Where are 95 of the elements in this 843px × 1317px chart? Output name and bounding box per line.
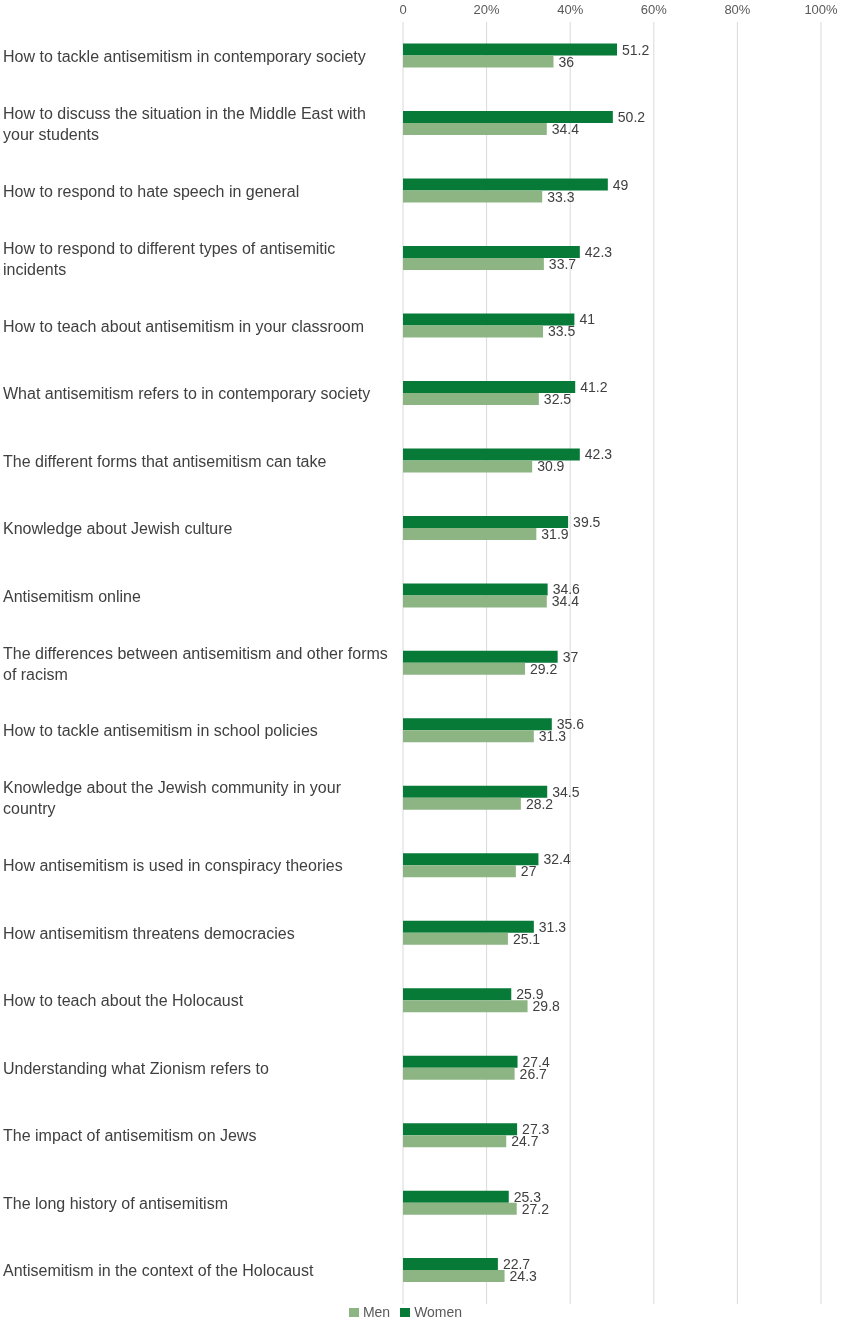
bar — [403, 853, 539, 866]
bar — [403, 583, 548, 596]
y-tick-label: How to respond to different types of antisemitic incidents — [3, 239, 336, 278]
y-tick-label: The impact of antisemitism on Jews — [3, 1126, 257, 1144]
y-tick-label: Antisemitism in the context of the Holocaust — [3, 1261, 314, 1279]
y-tick-label: What antisemitism refers to in contemporary society — [3, 384, 371, 402]
y-tick-label: The long history of antisemitism — [3, 1194, 228, 1212]
data-label: 41 — [579, 311, 596, 328]
x-tick-label: 40% — [557, 2, 584, 17]
bar — [403, 595, 547, 608]
x-tick-label: 0 — [399, 2, 407, 17]
data-label: 37 — [562, 648, 579, 665]
bar — [403, 448, 580, 461]
x-tick-label: 60% — [640, 2, 668, 17]
x-tick-label: 80% — [724, 2, 751, 17]
y-tick-label: How to respond to hate speech in general — [3, 182, 300, 200]
y-tick-label: Knowledge about the Jewish community in your country — [3, 778, 342, 817]
y-tick-label: The different forms that antisemitism can take — [3, 452, 327, 470]
legend-label: Men — [362, 1304, 391, 1317]
data-label: 50.2 — [617, 109, 646, 126]
y-tick-label: How to teach about antisemitism in your classroom — [3, 317, 365, 335]
data-label: 33.3 — [547, 188, 575, 205]
y-tick-label: How antisemitism threatens democracies — [3, 924, 295, 942]
y-tick-label: How to discuss the situation in the Middle East with your students — [3, 104, 366, 143]
bar — [403, 313, 575, 326]
data-label: 41.2 — [580, 378, 608, 395]
y-tick-label: Understanding what Zionism refers to — [3, 1059, 269, 1077]
data-label: 30.9 — [537, 458, 565, 475]
data-label: 34.4 — [551, 593, 580, 610]
bar — [403, 1258, 498, 1271]
bar — [403, 258, 544, 271]
data-label: 32.5 — [543, 390, 572, 407]
bar — [403, 380, 576, 393]
bar — [403, 392, 539, 405]
bar — [403, 111, 613, 124]
y-tick-label: Knowledge about Jewish culture — [3, 519, 233, 537]
data-label: 27 — [520, 863, 537, 880]
bar — [403, 55, 554, 68]
bar — [403, 1055, 518, 1068]
bar — [403, 1123, 518, 1136]
bar — [403, 527, 537, 540]
x-tick-label: 20% — [473, 2, 501, 17]
data-label: 31.3 — [538, 918, 567, 935]
bar — [403, 1190, 509, 1203]
bar — [403, 1270, 505, 1283]
data-label: 31.3 — [538, 728, 567, 745]
bar — [403, 43, 618, 56]
y-tick-label: How to tackle antisemitism in school policies — [3, 721, 318, 739]
data-label: 31.9 — [541, 525, 569, 542]
data-label: 29.2 — [530, 660, 558, 677]
bar — [403, 246, 580, 259]
data-label: 39.5 — [573, 513, 601, 530]
bar — [403, 865, 516, 878]
data-label: 25.3 — [513, 1188, 542, 1205]
bar — [403, 460, 533, 473]
data-label: 33.5 — [548, 323, 576, 340]
bar — [403, 988, 512, 1001]
bar — [403, 1067, 515, 1080]
data-label: 28.2 — [525, 795, 554, 812]
bar — [403, 1135, 507, 1148]
bar — [403, 785, 548, 798]
y-tick-label: How to teach about the Holocaust — [3, 991, 244, 1009]
bar — [403, 178, 608, 191]
bar — [403, 718, 552, 731]
data-label: 24.7 — [511, 1133, 539, 1150]
data-label: 42.3 — [584, 243, 613, 260]
data-label: 36 — [558, 53, 575, 70]
bar — [403, 190, 543, 203]
data-label: 42.3 — [584, 446, 613, 463]
y-tick-label: Antisemitism online — [3, 587, 141, 605]
bar — [403, 730, 534, 743]
y-tick-label: How antisemitism is used in conspiracy theories — [3, 856, 343, 874]
bar — [403, 932, 508, 945]
data-label: 24.3 — [509, 1268, 538, 1285]
data-label: 34.4 — [551, 121, 580, 138]
data-label: 32.4 — [543, 851, 571, 868]
data-label: 51.2 — [622, 41, 650, 58]
bar — [403, 1202, 517, 1215]
bar — [403, 650, 558, 663]
bar — [403, 920, 534, 933]
bar — [403, 662, 526, 675]
legend-label: Women — [414, 1304, 463, 1317]
data-label: 33.7 — [548, 255, 577, 272]
data-label: 27.4 — [522, 1053, 550, 1070]
bar — [403, 515, 569, 528]
bar — [403, 325, 544, 338]
data-label: 29.8 — [532, 998, 561, 1015]
y-tick-label: The differences between antisemitism and other forms of racism — [3, 644, 388, 682]
bar — [403, 123, 547, 136]
data-label: 49 — [612, 176, 629, 193]
bar — [403, 797, 521, 810]
y-tick-label: How to tackle antisemitism in contemporary society — [3, 47, 366, 65]
data-label: 34.5 — [552, 783, 580, 800]
x-tick-label: 100% — [804, 2, 839, 17]
bar — [403, 1000, 528, 1013]
